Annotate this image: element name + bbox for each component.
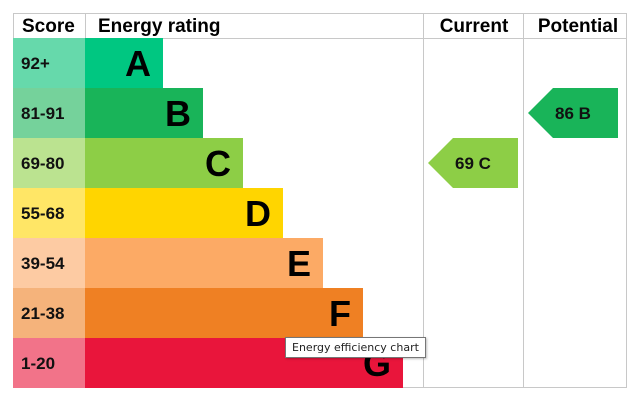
current-label: 69 C xyxy=(455,154,491,173)
band-bar-d xyxy=(85,188,283,238)
score-range-c: 69-80 xyxy=(21,154,64,173)
band-letter-f: F xyxy=(329,293,351,334)
band-bar-f xyxy=(85,288,363,338)
band-letter-d: D xyxy=(245,193,271,234)
band-bar-e xyxy=(85,238,323,288)
potential-arrow xyxy=(528,88,618,138)
band-letter-c: C xyxy=(205,143,231,184)
header-potential: Potential xyxy=(538,16,618,37)
band-bar-c xyxy=(85,138,243,188)
potential-label: 86 B xyxy=(555,104,591,123)
chart-tooltip: Energy efficiency chart xyxy=(285,337,426,358)
score-range-g: 1-20 xyxy=(21,354,55,373)
score-range-a: 92+ xyxy=(21,54,50,73)
score-cell-f xyxy=(13,288,85,338)
band-bar-b xyxy=(85,88,203,138)
header-current: Current xyxy=(440,16,509,37)
band-letter-e: E xyxy=(287,243,311,284)
current-arrow xyxy=(428,138,518,188)
band-letter-b: B xyxy=(165,93,191,134)
band-bar-a xyxy=(85,38,163,88)
score-cell-g xyxy=(13,338,85,388)
score-cell-a xyxy=(13,38,85,88)
header-score: Score xyxy=(22,16,75,37)
score-cell-e xyxy=(13,238,85,288)
rating-bands: 92+ A81-91 B69-80 C55-68 D39-54 E21-38 F1-20 G xyxy=(13,38,403,388)
score-range-f: 21-38 xyxy=(21,304,64,323)
score-cell-b xyxy=(13,88,85,138)
rating-arrows: 69 C 86 B xyxy=(428,88,618,188)
score-range-d: 55-68 xyxy=(21,204,64,223)
score-cell-d xyxy=(13,188,85,238)
column-headers: Score Energy rating Current Potential xyxy=(22,16,618,37)
band-letter-a: A xyxy=(125,43,151,84)
header-energy-rating: Energy rating xyxy=(98,16,220,37)
score-range-e: 39-54 xyxy=(21,254,65,273)
score-cell-c xyxy=(13,138,85,188)
score-range-b: 81-91 xyxy=(21,104,64,123)
